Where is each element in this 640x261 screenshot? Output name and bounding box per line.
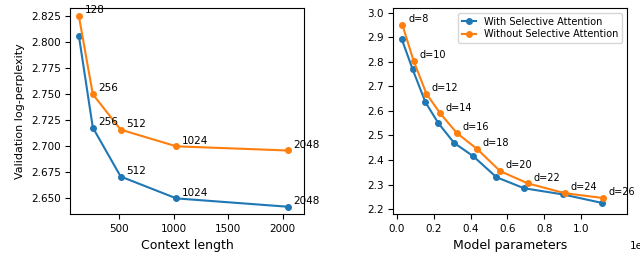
Without Selective Attention [473,147,481,151]
X-axis label: Context length: Context length [141,239,234,252]
Text: d=26: d=26 [609,187,636,197]
Text: d=22: d=22 [533,173,560,182]
Legend: With Selective Attention, Without Selective Attention: With Selective Attention, Without Select… [458,13,622,43]
Text: d=20: d=20 [506,160,532,170]
Text: 512: 512 [126,166,146,176]
Text: 1e9: 1e9 [630,241,640,251]
Line: Without Selective Attention: Without Selective Attention [400,22,606,201]
X-axis label: Model parameters: Model parameters [453,239,567,252]
Text: 256: 256 [99,117,118,127]
Text: 2048: 2048 [293,196,320,206]
Text: d=16: d=16 [462,122,489,132]
With Selective Attention [493,176,500,179]
Text: 1024: 1024 [182,188,208,198]
With Selective Attention [422,101,429,104]
Text: d=8: d=8 [408,14,428,24]
With Selective Attention [559,193,566,196]
Text: 1024: 1024 [182,135,208,146]
With Selective Attention [520,187,528,190]
With Selective Attention [409,68,417,71]
Text: 512: 512 [126,119,146,129]
Without Selective Attention [422,92,430,95]
Line: With Selective Attention: With Selective Attention [399,36,605,206]
Without Selective Attention [410,59,417,62]
Without Selective Attention [524,182,532,185]
With Selective Attention [470,155,477,158]
Without Selective Attention [561,192,568,195]
Text: 128: 128 [84,5,104,15]
Text: d=18: d=18 [483,138,509,148]
With Selective Attention [435,122,442,125]
Text: d=12: d=12 [432,83,459,93]
Text: d=14: d=14 [446,103,472,112]
Without Selective Attention [600,197,607,200]
Without Selective Attention [436,112,444,115]
Without Selective Attention [399,23,406,27]
With Selective Attention [598,201,606,205]
Without Selective Attention [496,169,504,173]
Without Selective Attention [453,132,461,135]
Text: 256: 256 [99,84,118,93]
With Selective Attention [450,141,458,144]
Text: d=10: d=10 [419,50,445,60]
Y-axis label: Validation log-perplexity: Validation log-perplexity [15,43,25,179]
Text: 2048: 2048 [293,140,320,150]
Text: d=24: d=24 [570,182,596,192]
With Selective Attention [397,37,405,40]
